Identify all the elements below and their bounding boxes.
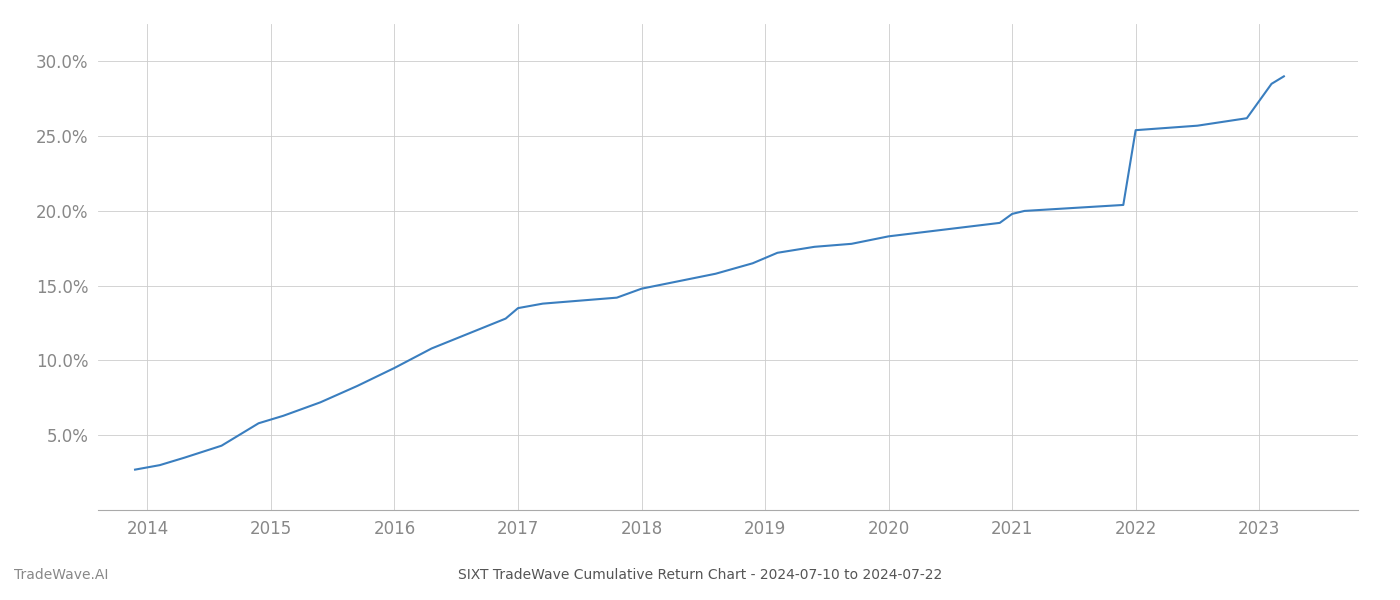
Text: SIXT TradeWave Cumulative Return Chart - 2024-07-10 to 2024-07-22: SIXT TradeWave Cumulative Return Chart -… bbox=[458, 568, 942, 582]
Text: TradeWave.AI: TradeWave.AI bbox=[14, 568, 108, 582]
